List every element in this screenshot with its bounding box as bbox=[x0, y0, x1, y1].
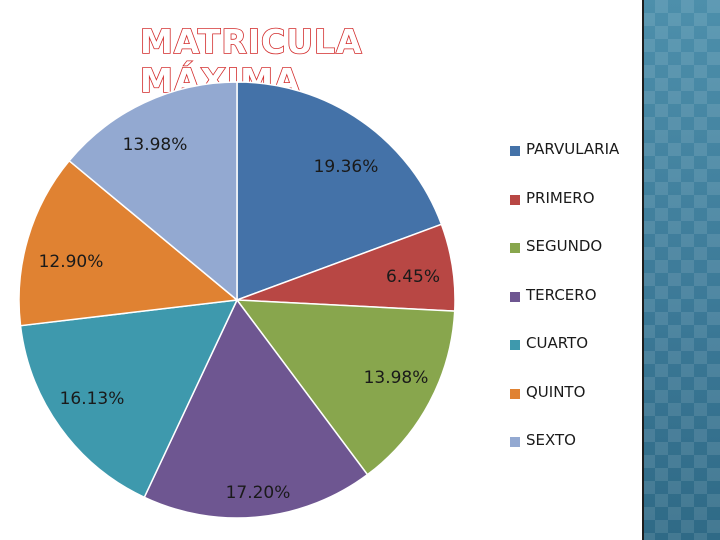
legend-label: SEGUNDO bbox=[526, 237, 603, 255]
legend-swatch bbox=[510, 388, 520, 399]
legend-swatch bbox=[510, 146, 520, 156]
legend-label: TERCERO bbox=[526, 285, 597, 304]
legend-swatch bbox=[510, 291, 520, 302]
pie-slice-parvularia bbox=[236, 81, 443, 302]
pie-data-labels: 19.36% 6.45% 13.98% 17.20% 16.13% 12.90% 13.98… bbox=[39, 135, 440, 503]
decorative-divider-line bbox=[642, 0, 644, 540]
data-label-sexto: 13.98% bbox=[123, 135, 188, 155]
legend-swatch bbox=[510, 437, 520, 447]
pie-slice-quinto bbox=[18, 159, 239, 327]
data-label-quinto: 12.90% bbox=[39, 252, 104, 272]
data-label-cuarto: 16.13% bbox=[60, 389, 125, 409]
chart-title: MATRICULA MÁXIMA bbox=[139, 21, 363, 101]
pie-slice-segundo bbox=[235, 299, 456, 476]
data-label-parvularia: 19.36% bbox=[314, 157, 379, 177]
legend-label: QUINTO bbox=[526, 382, 586, 401]
pie-slice-cuarto bbox=[19, 299, 239, 499]
decorative-side-strip bbox=[642, 0, 720, 540]
data-label-segundo: 13.98% bbox=[364, 368, 429, 388]
pie-slice-tercero bbox=[143, 298, 369, 519]
pie-slice-sexto bbox=[68, 81, 238, 302]
data-label-tercero: 17.20% bbox=[226, 483, 291, 503]
legend-swatch bbox=[510, 194, 520, 205]
legend-label: PARVULARIA bbox=[526, 140, 620, 158]
legend-label: SEXTO bbox=[526, 431, 576, 449]
legend-label: PRIMERO bbox=[526, 188, 595, 207]
legend-label: CUARTO bbox=[526, 334, 589, 352]
legend-swatch bbox=[510, 340, 520, 350]
pie-chart: 19.36% 6.45% 13.98% 17.20% 16.13% 12.90% 13.98… bbox=[18, 81, 456, 519]
pie-slices bbox=[18, 81, 456, 519]
data-label-primero: 6.45% bbox=[386, 267, 440, 287]
legend-swatch bbox=[510, 243, 520, 253]
